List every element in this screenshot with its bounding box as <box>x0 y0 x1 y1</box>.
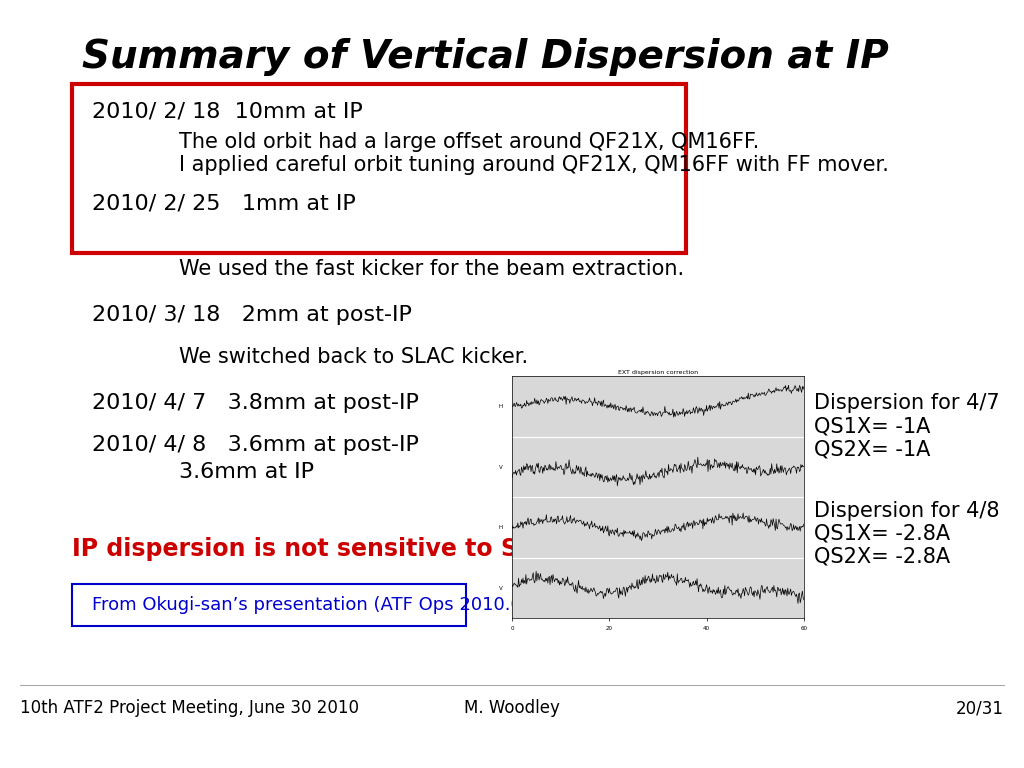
Text: Summary of Vertical Dispersion at IP: Summary of Vertical Dispersion at IP <box>82 38 889 76</box>
Title: EXT dispersion correction: EXT dispersion correction <box>617 370 698 376</box>
Text: H: H <box>498 404 502 409</box>
Text: QS2X= -2.8A: QS2X= -2.8A <box>814 547 950 567</box>
Text: Dispersion for 4/7: Dispersion for 4/7 <box>814 393 999 413</box>
Text: 2010/ 3/ 18   2mm at post-IP: 2010/ 3/ 18 2mm at post-IP <box>92 305 412 325</box>
Text: 20/31: 20/31 <box>955 699 1004 717</box>
Text: V: V <box>499 585 502 591</box>
Text: 3.6mm at IP: 3.6mm at IP <box>179 462 314 482</box>
Text: V: V <box>499 465 502 469</box>
Text: QS2X= -1A: QS2X= -1A <box>814 439 931 459</box>
Text: H: H <box>498 525 502 530</box>
Text: From Okugi-san’s presentation (ATF Ops 2010.04.09): From Okugi-san’s presentation (ATF Ops 2… <box>92 596 569 614</box>
Text: IP dispersion is not sensitive to Sum-knob: IP dispersion is not sensitive to Sum-kn… <box>72 537 635 561</box>
Text: 2010/ 2/ 18  10mm at IP: 2010/ 2/ 18 10mm at IP <box>92 101 362 121</box>
Text: M. Woodley: M. Woodley <box>464 699 560 717</box>
Text: We switched back to SLAC kicker.: We switched back to SLAC kicker. <box>179 347 528 367</box>
Text: I applied careful orbit tuning around QF21X, QM16FF with FF mover.: I applied careful orbit tuning around QF… <box>179 155 889 175</box>
Text: 2010/ 2/ 25   1mm at IP: 2010/ 2/ 25 1mm at IP <box>92 194 356 214</box>
Text: 2010/ 4/ 7   3.8mm at post-IP: 2010/ 4/ 7 3.8mm at post-IP <box>92 393 419 413</box>
FancyBboxPatch shape <box>72 584 466 626</box>
FancyBboxPatch shape <box>72 84 686 253</box>
Text: 2010/ 4/ 8   3.6mm at post-IP: 2010/ 4/ 8 3.6mm at post-IP <box>92 435 419 455</box>
Text: QS1X= -2.8A: QS1X= -2.8A <box>814 524 950 544</box>
Text: We used the fast kicker for the beam extraction.: We used the fast kicker for the beam ext… <box>179 259 684 279</box>
Text: 10th ATF2 Project Meeting, June 30 2010: 10th ATF2 Project Meeting, June 30 2010 <box>20 699 359 717</box>
Text: The old orbit had a large offset around QF21X, QM16FF.: The old orbit had a large offset around … <box>179 132 760 152</box>
Text: Dispersion for 4/8: Dispersion for 4/8 <box>814 501 999 521</box>
Text: QS1X= -1A: QS1X= -1A <box>814 416 931 436</box>
